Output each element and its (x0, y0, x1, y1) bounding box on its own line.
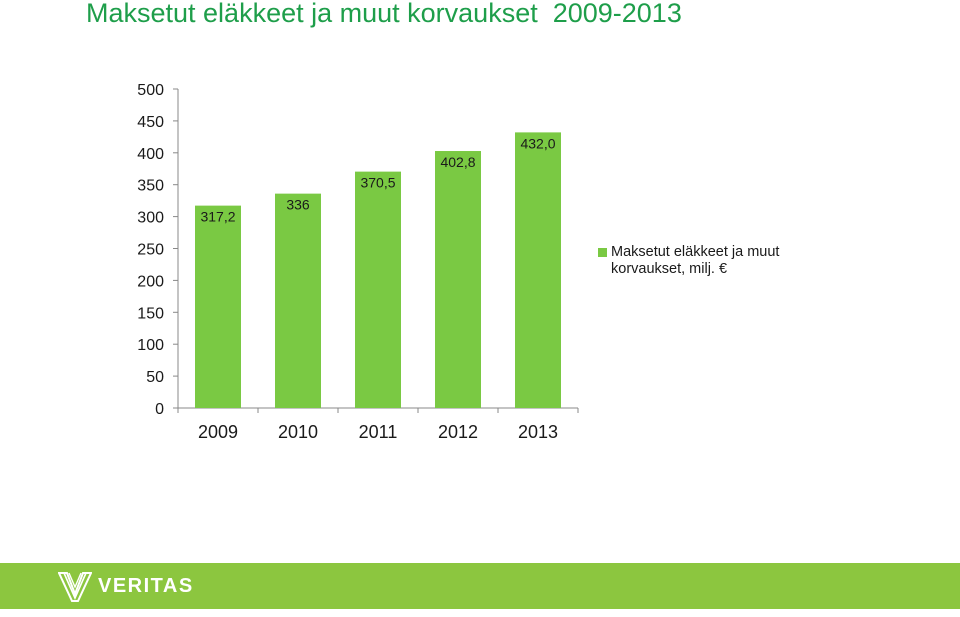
x-tick-label: 2009 (198, 422, 238, 442)
bar (355, 171, 401, 408)
bar (275, 193, 321, 408)
x-tick-label: 2013 (518, 422, 558, 442)
veritas-logo: VERITAS (58, 566, 194, 606)
y-tick-label: 0 (155, 401, 164, 418)
data-label: 317,2 (200, 209, 235, 225)
bar (515, 132, 561, 408)
legend-label: Maksetut eläkkeet ja muut korvaukset, mi… (611, 244, 780, 277)
bar (195, 205, 241, 408)
y-tick-label: 400 (137, 146, 164, 163)
y-tick-label: 100 (137, 337, 164, 354)
veritas-logo-icon (58, 572, 92, 602)
x-tick-label: 2011 (359, 422, 398, 442)
footer-bar (0, 563, 960, 609)
data-label: 402,8 (440, 154, 475, 170)
y-tick-label: 250 (137, 242, 164, 259)
bar (435, 151, 481, 408)
y-tick-label: 200 (137, 273, 164, 290)
y-tick-label: 450 (137, 114, 164, 131)
data-label: 336 (286, 197, 310, 213)
y-tick-label: 150 (137, 305, 164, 322)
legend-swatch (598, 248, 607, 257)
data-label: 370,5 (360, 175, 395, 191)
veritas-logo-text: VERITAS (98, 574, 194, 597)
y-tick-label: 350 (137, 178, 164, 195)
x-tick-label: 2010 (278, 422, 318, 442)
y-tick-label: 50 (146, 369, 164, 386)
chart-legend: Maksetut eläkkeet ja muut korvaukset, mi… (598, 244, 818, 278)
y-tick-label: 300 (137, 210, 164, 227)
x-tick-label: 2012 (438, 422, 478, 442)
y-tick-label: 500 (137, 82, 164, 99)
slide-title: Maksetut eläkkeet ja muut korvaukset 200… (86, 0, 682, 28)
data-label: 432,0 (520, 135, 555, 151)
